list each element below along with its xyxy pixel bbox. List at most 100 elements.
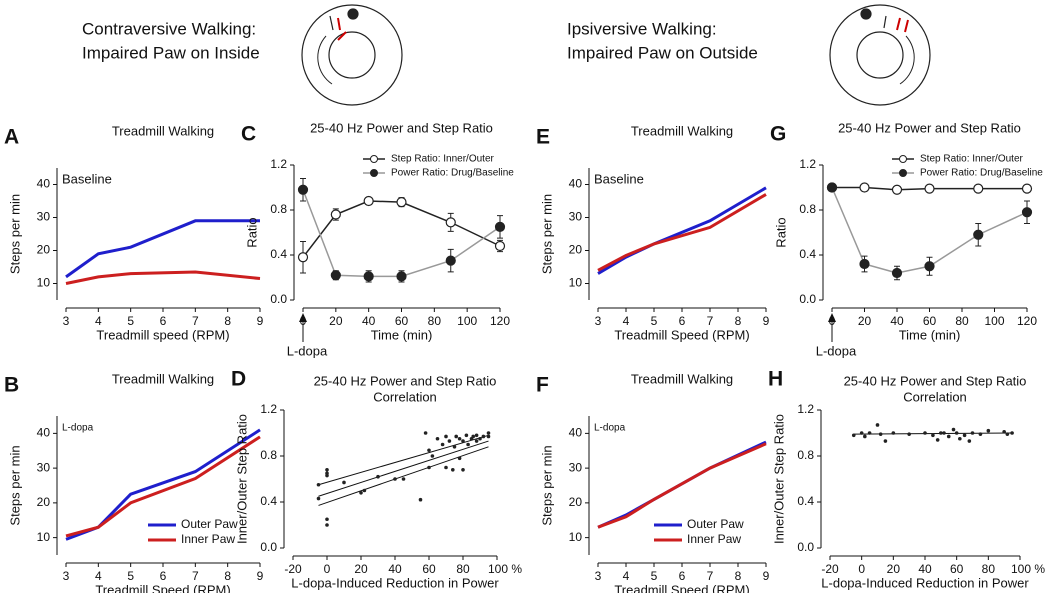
series-line xyxy=(65,219,260,279)
x-tick-label: 8 xyxy=(735,569,742,583)
x-tick-label: 4 xyxy=(95,314,102,328)
y-tick-label: 1.2 xyxy=(270,157,287,171)
y-tick-label: 40 xyxy=(569,177,583,191)
chart-title: 25-40 Hz Power and Step Ratio xyxy=(310,120,493,135)
marker xyxy=(1021,207,1033,218)
y-tick-label: 20 xyxy=(569,243,583,257)
legend-label: Power Ratio: Drug/Baseline xyxy=(391,168,514,179)
point xyxy=(451,468,455,472)
x-tick-label: 5 xyxy=(127,569,134,583)
marker xyxy=(924,183,935,194)
y-tick-label: 0.0 xyxy=(797,540,814,554)
y-tick-label: 0.4 xyxy=(270,247,287,261)
point xyxy=(316,496,321,501)
point xyxy=(466,442,470,447)
header: Contraversive Walking: xyxy=(82,19,256,38)
y-tick-label: 0.8 xyxy=(799,202,816,216)
x-tick-label: 5 xyxy=(651,569,658,583)
point xyxy=(867,431,872,435)
chart-subtitle: Correlation xyxy=(373,389,437,404)
marker xyxy=(891,267,903,279)
point xyxy=(907,432,911,436)
point xyxy=(970,431,975,435)
point xyxy=(418,497,423,502)
header: Impaired Paw on Outside xyxy=(567,43,758,62)
point xyxy=(401,477,406,481)
annotation: Baseline xyxy=(62,171,112,186)
x-tick-label: -20 xyxy=(284,562,302,576)
point xyxy=(486,434,491,439)
series-line xyxy=(302,189,501,278)
point xyxy=(325,517,329,522)
x-tick-label: 100 xyxy=(984,314,1004,328)
legend-marker xyxy=(370,155,378,163)
point xyxy=(444,465,448,470)
x-tick-label: 7 xyxy=(192,314,199,328)
point xyxy=(958,436,962,441)
x-tick-label: 7 xyxy=(707,569,714,583)
y-axis-label: Steps per min xyxy=(539,445,554,525)
x-axis-label: Time (min) xyxy=(899,327,961,342)
marker xyxy=(445,217,456,228)
legend-label: Inner Paw xyxy=(687,532,741,546)
series-line xyxy=(832,186,1027,191)
y-axis-label: Steps per min xyxy=(7,445,22,525)
point xyxy=(951,427,956,432)
legend-label: Step Ratio: Inner/Outer xyxy=(920,154,1024,165)
panel-letter: F xyxy=(536,374,549,397)
marker xyxy=(445,255,456,266)
series-line xyxy=(597,186,767,275)
marker xyxy=(330,270,341,281)
x-tick-label: 6 xyxy=(160,569,167,583)
y-tick-label: 10 xyxy=(569,530,583,544)
y-tick-label: 30 xyxy=(569,210,583,224)
legend-label: Step Ratio: Inner/Outer xyxy=(391,154,495,165)
panel-letter: E xyxy=(536,126,550,149)
marker xyxy=(363,271,374,282)
point xyxy=(978,432,983,436)
y-tick-label: 0.0 xyxy=(270,292,287,306)
x-tick-label: 3 xyxy=(63,314,70,328)
point xyxy=(1002,430,1006,434)
chart-subtitle: Correlation xyxy=(903,389,967,404)
marker xyxy=(297,184,309,195)
point xyxy=(891,431,896,435)
y-tick-label: 10 xyxy=(37,276,51,290)
point xyxy=(474,439,479,443)
fit-line xyxy=(318,434,489,486)
x-tick-label: 20 xyxy=(858,314,872,328)
x-tick-label: 40 xyxy=(362,314,376,328)
panel-letter: D xyxy=(231,368,246,391)
point xyxy=(935,438,940,442)
x-tick-label: 20 xyxy=(329,314,343,328)
x-tick-label: 9 xyxy=(257,569,264,583)
x-tick-label: 40 xyxy=(890,314,904,328)
marker xyxy=(1021,183,1033,194)
y-tick-label: 0.0 xyxy=(799,292,816,306)
x-tick-label: 9 xyxy=(763,569,770,583)
series-line xyxy=(597,193,767,272)
chart-title: 25-40 Hz Power and Step Ratio xyxy=(844,373,1027,388)
chart-title: 25-40 Hz Power and Step Ratio xyxy=(314,373,497,388)
panel-letter: B xyxy=(4,374,19,397)
legend-label: Outer Paw xyxy=(181,517,238,531)
x-tick-label: 80 xyxy=(955,314,969,328)
point xyxy=(883,439,888,443)
y-tick-label: 1.2 xyxy=(260,402,277,416)
panel-letter: A xyxy=(4,126,19,149)
series-line xyxy=(302,200,501,258)
y-tick-label: 0.4 xyxy=(260,494,277,508)
marker xyxy=(297,252,309,263)
point xyxy=(474,433,479,438)
point xyxy=(359,491,363,495)
x-tick-label: 9 xyxy=(257,314,264,328)
point xyxy=(481,434,486,439)
point xyxy=(427,448,431,453)
y-axis-label: Steps per min xyxy=(7,194,22,274)
point xyxy=(457,436,462,441)
x-tick-label: 7 xyxy=(707,314,714,328)
x-tick-label: 4 xyxy=(95,569,102,583)
point xyxy=(931,433,935,438)
point xyxy=(851,433,856,438)
